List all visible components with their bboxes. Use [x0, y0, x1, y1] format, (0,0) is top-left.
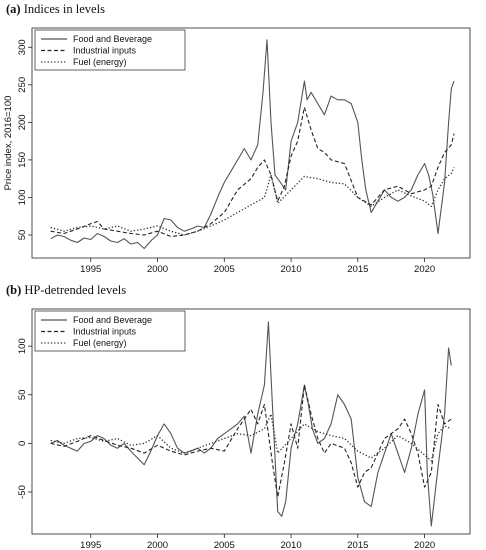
panel-a-legend-label-1: Industrial inputs [73, 46, 137, 56]
panel-b-legend-label-0: Food and Beverage [73, 315, 152, 325]
panel-a-x-tick-label: 2015 [347, 264, 368, 275]
panel-b-legend [34, 310, 186, 352]
panel-b-plot-frame [31, 308, 471, 535]
panel-a-series-line-1 [50, 106, 455, 238]
panel-a-y-tick-label: 250 [17, 77, 28, 93]
panel-a-y-tick-label: 150 [17, 152, 28, 168]
panel-a-y-axis-label: Price index, 2016=100 [3, 96, 14, 191]
panel-a-legend [34, 29, 186, 71]
panel-a-y-tick-label: 300 [17, 39, 28, 55]
panel-a-x-tick-label: 2005 [214, 264, 235, 275]
panel-a-title: (a) Indices in levels [6, 2, 105, 16]
panel-b-legend-label-2: Fuel (energy) [73, 338, 127, 348]
panel-a-legend-label-2: Fuel (energy) [73, 57, 127, 67]
panel-b-title: (b) HP-detrended levels [6, 283, 127, 297]
panel-b-x-tick-label: 2000 [147, 540, 168, 550]
panel-b-y-tick-label: -50 [17, 485, 28, 499]
panel-a-x-tick-label: 2000 [147, 264, 168, 275]
panel-a-y-tick-label: 200 [17, 114, 28, 130]
panel-a-x-tick-label: 1995 [80, 264, 101, 275]
panel-a-y-tick-label: 50 [17, 230, 28, 241]
panel-a-plot-frame [31, 27, 471, 259]
panel-b-series-line-0 [50, 321, 452, 527]
panel-b-series-line-2 [50, 413, 452, 462]
panel-b-x-tick-label: 2020 [414, 540, 435, 550]
panel-b-x-tick-label: 2005 [214, 540, 235, 550]
panel-a-x-tick-label: 2020 [414, 264, 435, 275]
panel-a-series-line-0 [50, 39, 455, 250]
panel-b-y-tick-label: 50 [17, 389, 28, 400]
panel-b-x-tick-label: 1995 [80, 540, 101, 550]
panel-b-y-tick-label: 100 [17, 338, 28, 354]
panel-b-x-tick-label: 2015 [347, 540, 368, 550]
panel-a-y-tick-label: 100 [17, 190, 28, 206]
panel-b-legend-label-1: Industrial inputs [73, 327, 137, 337]
panel-b-y-tick-label: 0 [17, 441, 28, 446]
panel-a-x-tick-label: 2010 [280, 264, 301, 275]
panel-b-series-line-1 [50, 384, 452, 498]
panel-a-legend-label-0: Food and Beverage [73, 34, 152, 44]
panel-a-series-line-2 [50, 167, 455, 236]
panel-b-x-tick-label: 2010 [280, 540, 301, 550]
